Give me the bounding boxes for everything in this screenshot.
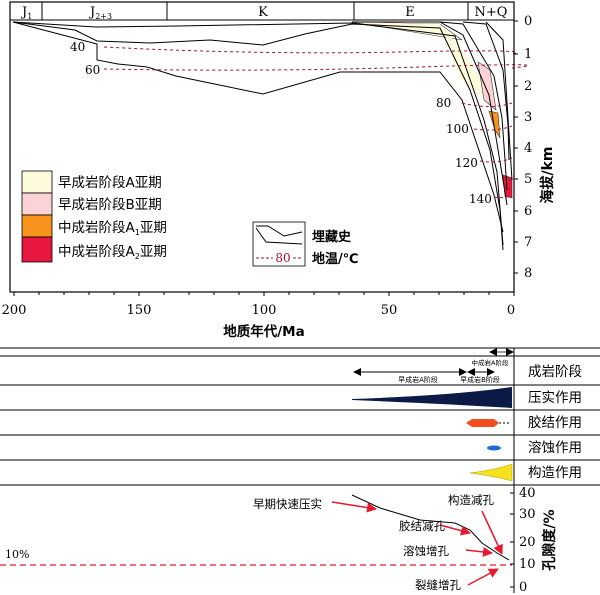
temp-legend-label: 地温/℃: [312, 251, 359, 267]
stage-arrow-label: 中成岩A阶段: [472, 358, 509, 367]
age-axis: 200 150 100 50 0 地质年代/Ma: [2, 292, 515, 340]
porosity-tick-label: 40: [519, 486, 536, 501]
depth-tick-label: 0: [524, 14, 532, 29]
legend-swatch: [21, 170, 53, 194]
compaction-wedge: [352, 387, 512, 408]
period-label-j1: J1: [20, 5, 32, 21]
depth-tick-label: 3: [524, 110, 532, 125]
period-label-j23: J2+3: [88, 5, 112, 21]
stage-arrows-row: 中成岩A阶段 早成岩A阶段 早成岩B阶段 成岩阶段: [353, 348, 582, 384]
period-label-e: E: [405, 5, 415, 20]
legend-swatch: [21, 236, 53, 263]
tectonic-wedge: [469, 463, 513, 482]
burial-curve: [12, 21, 504, 251]
depth-tick-label: 1: [524, 47, 532, 62]
burial-curve: [12, 21, 504, 233]
isotherm-60: [103, 64, 529, 71]
stage-early-b-area: [477, 61, 497, 111]
line-legend: 80 埋藏史 地温/℃: [252, 221, 359, 267]
diagenesis-panel: 中成岩A阶段 早成岩A阶段 早成岩B阶段 成岩阶段 压实作用 胶结作用 溶蚀作用…: [0, 347, 600, 595]
period-label-nq: N+Q: [475, 5, 508, 20]
stage-middle-a1-area: [488, 110, 501, 139]
porosity-tick-label: 10: [519, 557, 536, 572]
process-label-cementation: 胶结作用: [528, 414, 582, 431]
porosity-evolution: 40 30 20 10 0 孔隙度/% 10% 早期快速压实 胶结减孔 溶蚀增孔…: [0, 485, 558, 595]
stage-early-a-area: [352, 22, 493, 104]
porosity-axis-label: 孔隙度/%: [541, 509, 558, 570]
depth-axis-label: 海拔/km: [539, 146, 556, 203]
burial-line-sample: [255, 227, 303, 245]
porosity-annotation: 早期快速压实: [253, 497, 322, 511]
isotherm-label: 60: [85, 63, 100, 77]
isotherm-140: [493, 194, 513, 199]
burial-curve: [12, 21, 504, 246]
depth-tick-label: 8: [524, 266, 532, 281]
dissolution-mark: [487, 445, 501, 451]
isotherm-80: [461, 102, 513, 107]
isotherm-label: 80: [436, 96, 451, 110]
burial-line-sample: [256, 225, 303, 237]
stage-row-label: 成岩阶段: [528, 364, 582, 380]
isotherm-120: [479, 157, 513, 163]
age-tick-label: 50: [381, 303, 398, 318]
isotherm-label: 40: [70, 40, 85, 54]
isotherm-label: 120: [455, 156, 478, 170]
legend-label: 中成岩阶段A2亚期: [58, 244, 167, 261]
stage-arrow-label: 早成岩B阶段: [460, 375, 500, 384]
stage-legend: 早成岩阶段A亚期 早成岩阶段B亚期 中成岩阶段A1亚期 中成岩阶段A2亚期: [21, 170, 167, 263]
depth-tick-label: 5: [524, 172, 532, 187]
isotherm-label: 140: [469, 192, 492, 206]
process-label-dissolution: 溶蚀作用: [528, 440, 582, 456]
burial-history-panel: J1 J2+3 K E N+Q 40 60: [2, 1, 556, 340]
burial-curve: [485, 21, 513, 181]
porosity-annotation: 构造减孔: [448, 493, 494, 507]
period-label-k: K: [258, 5, 268, 20]
age-tick-label: 0: [507, 303, 515, 318]
legend-swatch: [21, 192, 53, 216]
isotherms: [103, 46, 529, 199]
porosity-tick-label: 20: [519, 535, 536, 550]
legend-label: 早成岩阶段A亚期: [58, 175, 162, 191]
process-label-compaction: 压实作用: [528, 390, 582, 406]
depth-tick-label: 4: [524, 141, 532, 156]
age-tick-label: 100: [252, 303, 277, 318]
process-label-tectonic: 构造作用: [528, 465, 582, 481]
depth-tick-label: 6: [524, 204, 532, 219]
legend-label: 早成岩阶段B亚期: [58, 197, 162, 213]
burial-curve: [352, 21, 508, 206]
age-tick-label: 150: [127, 303, 152, 318]
legend-label: 中成岩阶段A1亚期: [58, 220, 167, 237]
isotherm-label: 100: [446, 122, 469, 136]
age-axis-label: 地质年代/Ma: [223, 323, 304, 340]
porosity-annotation: 溶蚀增孔: [403, 544, 449, 558]
isotherm-40: [103, 46, 518, 55]
porosity-annotation: 裂缝增孔: [415, 578, 461, 592]
porosity-tick-label: 0: [519, 580, 527, 595]
burial-curves: [12, 21, 513, 251]
isotherm-100: [473, 125, 513, 131]
cementation-bar: [466, 419, 499, 427]
burial-curve: [439, 21, 508, 191]
burial-curve: [462, 21, 510, 161]
depth-tick-label: 7: [524, 235, 532, 250]
porosity-reference-label: 10%: [5, 548, 29, 561]
depth-axis: 0 1 2 3 4 5 6 7 8 海拔/km: [513, 2, 556, 292]
age-tick-label: 200: [2, 303, 27, 318]
temp-sample-value: 80: [275, 251, 290, 265]
burial-legend-label: 埋藏史: [312, 229, 352, 245]
depth-tick-label: 2: [524, 79, 532, 94]
stage-arrow-label: 早成岩A阶段: [398, 375, 438, 384]
porosity-annotation: 胶结减孔: [399, 519, 445, 533]
porosity-tick-label: 30: [519, 507, 536, 522]
legend-swatch: [21, 214, 53, 238]
